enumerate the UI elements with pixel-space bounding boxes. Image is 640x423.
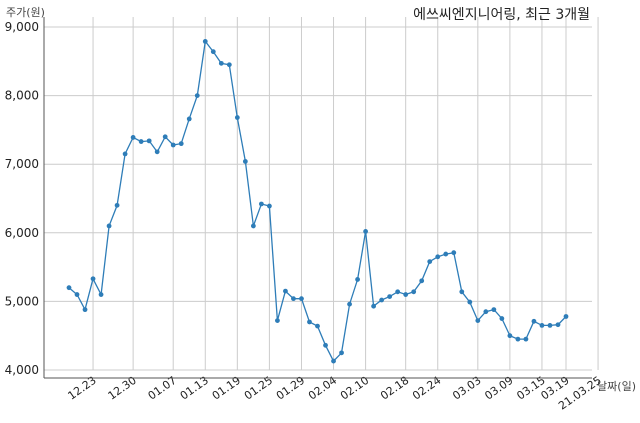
data-point: [403, 292, 409, 297]
data-point: [202, 39, 208, 44]
data-point: [170, 142, 176, 148]
data-point: [242, 159, 248, 164]
data-point: [130, 135, 136, 140]
data-point: [371, 303, 377, 309]
y-axis-label: 주가(원): [6, 6, 45, 19]
data-point: [218, 60, 224, 66]
data-point: [483, 309, 489, 315]
data-point: [499, 316, 505, 321]
data-point: [234, 115, 240, 120]
data-point: [74, 292, 80, 297]
data-point: [411, 289, 417, 295]
series-line: [68, 39, 567, 363]
data-point: [138, 139, 144, 144]
y-tick-label: 6,000: [5, 226, 39, 240]
data-point: [531, 318, 537, 324]
x-axis-label: 날짜(일): [597, 380, 636, 393]
chart-title: 에쓰씨엔지니어링, 최근 3개월: [413, 7, 590, 23]
data-point: [427, 259, 433, 265]
data-point: [379, 297, 385, 303]
data-point: [90, 276, 96, 282]
data-point: [194, 93, 200, 98]
data-point: [491, 307, 497, 313]
data-point: [154, 149, 160, 155]
data-point: [66, 285, 72, 291]
data-point: [106, 223, 112, 229]
y-tick-label: 4,000: [5, 363, 39, 377]
data-point: [226, 62, 232, 68]
data-point: [178, 141, 184, 147]
data-point: [347, 301, 352, 307]
data-point: [515, 336, 521, 342]
data-point: [539, 323, 545, 328]
data-point: [467, 299, 473, 305]
data-point: [507, 333, 513, 339]
data-point: [387, 294, 393, 299]
data-point: [475, 318, 481, 324]
y-tick-label: 7,000: [5, 157, 39, 171]
data-point: [210, 49, 216, 55]
y-tick-label: 8,000: [5, 89, 39, 103]
data-point: [146, 138, 152, 144]
data-point: [283, 288, 288, 294]
data-point: [555, 322, 561, 328]
y-tick-label: 9,000: [5, 20, 39, 34]
data-point: [339, 350, 344, 356]
data-point: [307, 319, 312, 325]
data-point: [363, 229, 368, 234]
data-point: [267, 203, 272, 209]
data-point: [451, 250, 457, 256]
data-point: [250, 223, 256, 229]
data-point: [523, 336, 529, 342]
data-point: [355, 277, 360, 282]
data-point: [258, 201, 264, 207]
data-point: [186, 116, 192, 122]
data-point: [323, 342, 328, 348]
data-point: [162, 134, 168, 140]
data-point: [114, 202, 120, 208]
data-point: [315, 323, 320, 329]
data-point: [435, 254, 441, 260]
data-point: [547, 323, 553, 328]
data-point: [82, 307, 88, 313]
data-point: [275, 318, 280, 324]
data-point: [459, 289, 465, 295]
data-point: [395, 289, 401, 295]
data-point: [98, 292, 104, 297]
data-point: [563, 314, 569, 319]
data-point: [419, 278, 425, 284]
y-tick-label: 5,000: [5, 294, 39, 308]
data-point: [122, 151, 128, 157]
data-point: [299, 296, 304, 302]
data-point: [443, 251, 449, 257]
data-point: [291, 296, 296, 302]
data-point: [331, 358, 336, 364]
